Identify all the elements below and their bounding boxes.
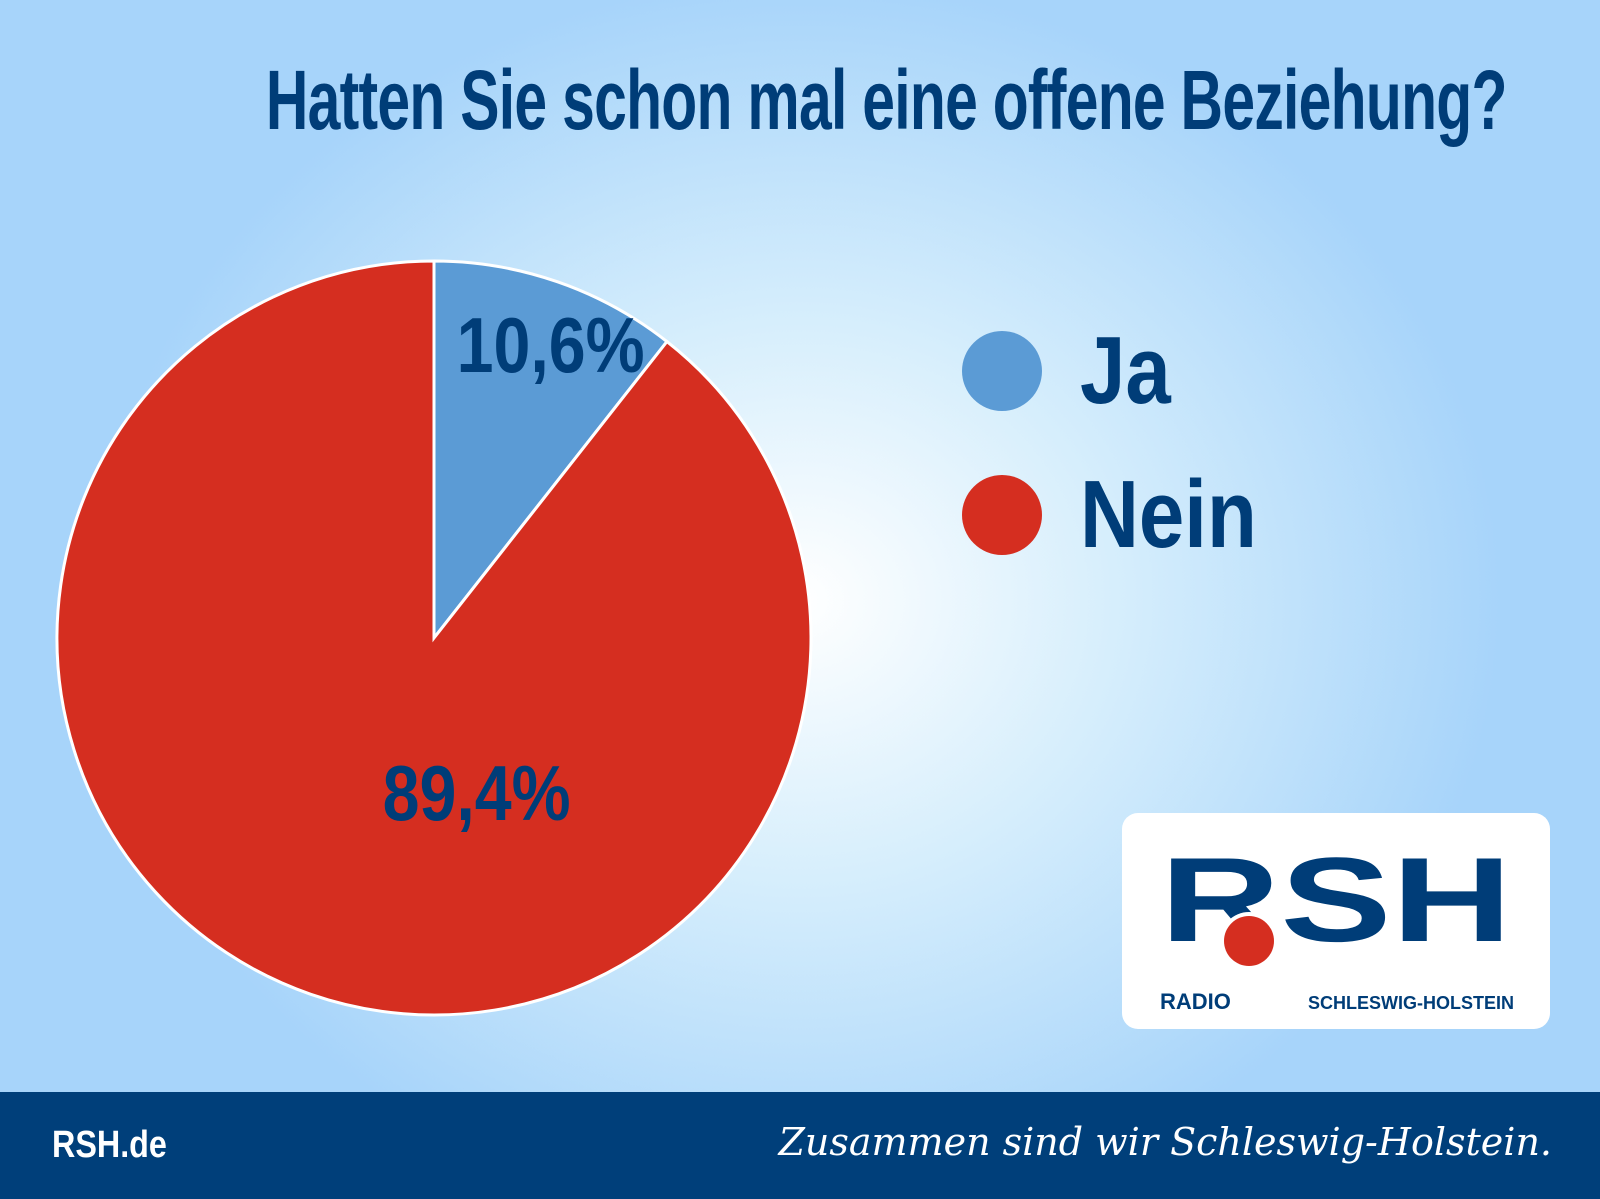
legend-item-ja: Ja — [962, 316, 1187, 426]
pie-slice-nein — [55, 259, 813, 1017]
logo-region-text: SCHLESWIG-HOLSTEIN — [1308, 993, 1514, 1013]
logo-radio-text: RADIO — [1160, 989, 1231, 1014]
chart-title: Hatten Sie schon mal eine offene Beziehu… — [265, 53, 1508, 147]
rsh-logo-mark: RSH RADIO SCHLESWIG-HOLSTEIN — [1160, 833, 1514, 1014]
data-label-ja: 10,6% — [456, 301, 645, 389]
legend-label-ja: Ja — [1080, 317, 1171, 424]
logo-red-dot-icon — [1224, 916, 1274, 966]
rsh-logo: RSH RADIO SCHLESWIG-HOLSTEIN — [1122, 813, 1550, 1029]
legend-swatch-ja — [962, 331, 1042, 411]
legend-swatch-nein — [962, 475, 1042, 555]
footer-site-link[interactable]: RSH.de — [52, 1124, 167, 1166]
footer-bar: RSH.de Zusammen sind wir Schleswig-Holst… — [0, 1092, 1600, 1199]
legend-item-nein: Nein — [962, 460, 1288, 570]
logo-main-text: RSH — [1160, 833, 1512, 967]
pie-slice-ja — [432, 259, 670, 643]
legend-label-nein: Nein — [1080, 461, 1257, 568]
data-label-nein: 89,4% — [382, 749, 571, 837]
footer-slogan: Zusammen sind wir Schleswig-Holstein. — [778, 1120, 1552, 1164]
